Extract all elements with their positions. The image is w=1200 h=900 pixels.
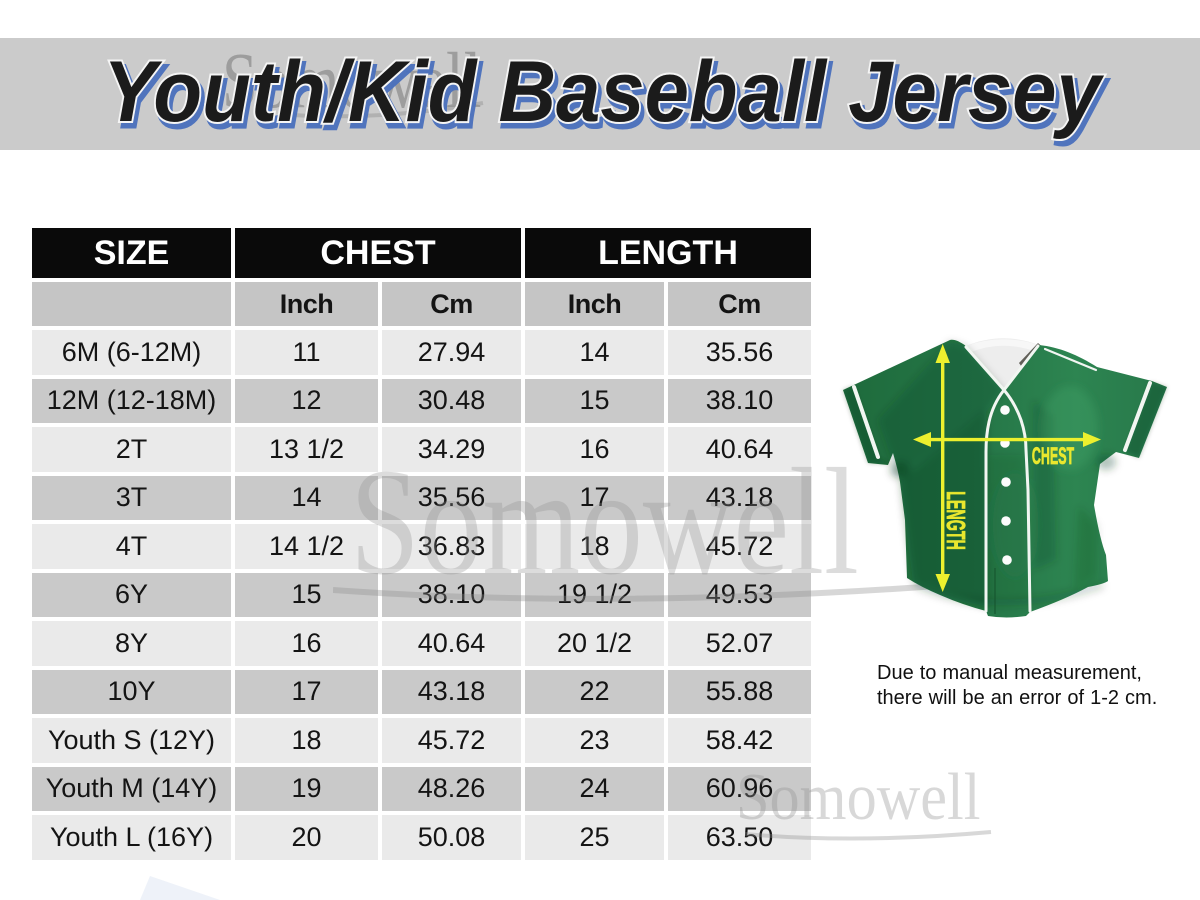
svg-text:Youth/Kid Baseball Jersey: Youth/Kid Baseball Jersey bbox=[103, 43, 1104, 139]
svg-text:CHEST: CHEST bbox=[1032, 444, 1074, 470]
svg-text:LENGTH: LENGTH bbox=[941, 491, 970, 550]
svg-text:Youth/Kid Baseball Jersey: Youth/Kid Baseball Jersey bbox=[106, 48, 1107, 144]
